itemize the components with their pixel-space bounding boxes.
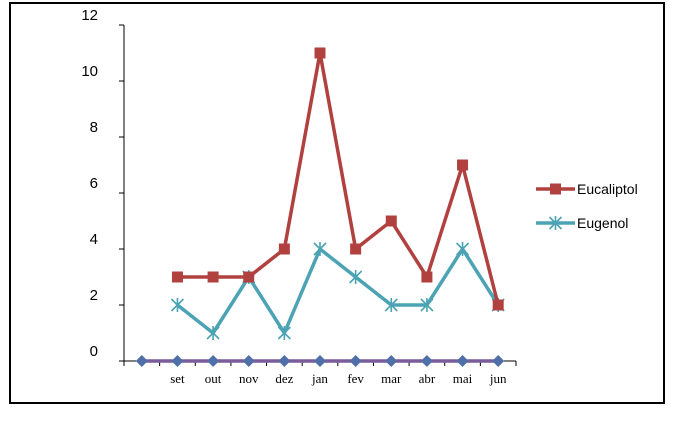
data-point [455,242,470,256]
data-point [457,159,469,171]
data-point [492,355,505,367]
y-tick-label: 4 [90,231,98,248]
x-tick-label: dez [275,371,293,386]
x-tick-label: out [205,371,222,386]
legend-marker [550,183,561,195]
x-tick-label: mai [453,371,473,386]
series-line [177,51,500,306]
data-point [314,355,326,367]
data-point [349,270,363,284]
y-tick-label: 6 [90,175,98,192]
data-point [206,326,220,340]
data-point [456,355,469,367]
x-tick-label: jun [489,371,507,386]
legend-item-eucaliptol: Eucaliptol [536,181,638,197]
y-tick-label: 12 [81,7,98,24]
data-point [278,243,290,255]
y-tick-label: 2 [90,287,98,304]
data-point [420,298,434,312]
x-tick-label: mar [381,371,402,386]
data-point [349,355,362,367]
data-point [314,47,326,59]
data-point [243,271,255,283]
series-eucaliptol [171,47,504,311]
series-line [176,247,500,335]
data-point [207,355,220,367]
y-tick-label: 8 [90,119,98,136]
y-axis-ticks: 0 2 4 6 8 10 12 [81,7,124,362]
legend-label: Eugenol [577,215,628,231]
data-point [278,355,291,367]
data-point [135,355,148,367]
data-point [207,271,219,283]
y-tick-label: 0 [90,343,98,360]
data-point [277,326,291,340]
series-layer [135,47,505,367]
x-tick-label: set [170,371,185,386]
legend-item-eugenol: Eugenol [536,215,628,231]
data-point [385,215,397,227]
data-point [242,355,255,367]
data-point [313,242,327,256]
data-point [171,355,184,367]
legend: Eucaliptol Eugenol [536,181,638,231]
y-tick-label: 10 [81,63,98,80]
x-tick-label: jan [311,371,328,386]
x-tick-label: abr [419,371,436,386]
data-point [385,355,398,367]
data-point [421,271,433,283]
x-tick-label: fev [347,371,364,386]
data-point [171,271,183,283]
data-point [420,355,433,367]
data-point [492,299,504,311]
data-point [170,298,185,312]
data-point [384,298,398,312]
legend-marker [548,216,563,230]
x-tick-label: nov [239,371,259,386]
legend-label: Eucaliptol [577,181,638,197]
series-baseline [135,355,505,367]
data-point [350,243,362,255]
chart-frame [9,2,665,404]
series-eugenol [170,242,505,340]
x-axis-ticks: set out nov dez jan fev mar abr mai jun [123,361,517,386]
